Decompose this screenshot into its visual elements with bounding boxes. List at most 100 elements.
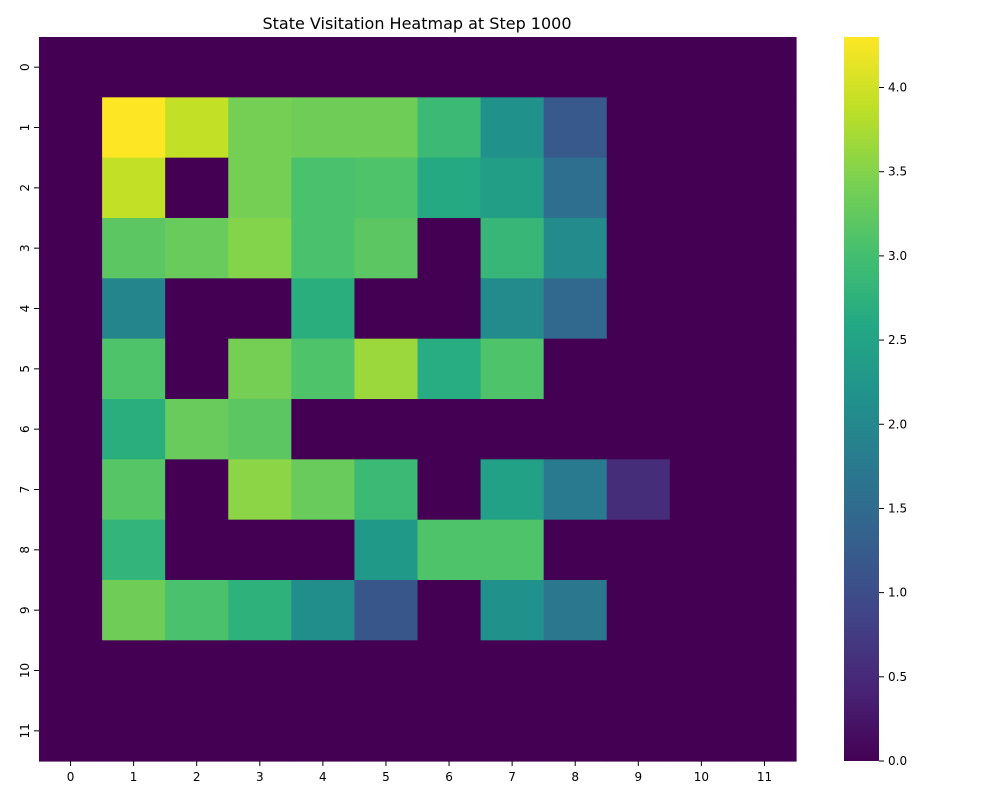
heatmap-cell-r6-c7 [480, 399, 545, 460]
heatmap-cell-r8-c9 [606, 519, 671, 581]
y-tick-label-6: 6 [18, 425, 32, 433]
heatmap-cell-r3-c10 [669, 218, 734, 279]
heatmap-cell-r8-c3 [228, 519, 292, 581]
heatmap-cell-r2-c10 [669, 157, 734, 219]
heatmap-cell-r11-c2 [165, 700, 229, 762]
colorbar-tick-label-6: 3.0 [888, 249, 907, 263]
heatmap-cell-r9-c4 [291, 580, 356, 641]
heatmap-cell-r10-c2 [165, 640, 229, 702]
heatmap-cell-r10-c4 [291, 640, 356, 702]
heatmap-cell-r8-c4 [291, 519, 356, 581]
x-tick-label-5: 5 [382, 770, 390, 784]
heatmap-cell-r11-c10 [669, 700, 734, 762]
heatmap-cell-r8-c11 [732, 519, 797, 581]
heatmap-cell-r0-c3 [228, 37, 292, 98]
heatmap-cell-r11-c11 [732, 700, 797, 762]
heatmap-cell-r6-c4 [291, 399, 356, 460]
heatmap-cell-r5-c8 [543, 338, 608, 400]
heatmap-cell-r9-c10 [669, 580, 734, 641]
heatmap-cell-r3-c1 [102, 218, 166, 279]
heatmap-cell-r1-c6 [417, 97, 482, 159]
heatmap-cell-r9-c1 [102, 580, 166, 641]
heatmap-cell-r0-c9 [606, 37, 671, 98]
heatmap-cell-r7-c11 [732, 459, 797, 521]
heatmap-cell-r11-c7 [480, 700, 545, 762]
heatmap-cell-r4-c8 [543, 278, 608, 340]
heatmap-cell-r1-c1 [102, 97, 166, 159]
heatmap-cell-r4-c4 [291, 278, 356, 340]
heatmap-cell-r6-c9 [606, 399, 671, 460]
heatmap-cell-r6-c2 [165, 399, 229, 460]
heatmap-cell-r9-c8 [543, 580, 608, 641]
heatmap-cell-r7-c0 [39, 459, 103, 521]
heatmap-cell-r5-c5 [354, 338, 419, 400]
heatmap-cell-r5-c4 [291, 338, 356, 400]
heatmap-cell-r5-c11 [732, 338, 797, 400]
heatmap-cell-r1-c2 [165, 97, 229, 159]
heatmap-cell-r11-c3 [228, 700, 292, 762]
heatmap-cell-r2-c3 [228, 157, 292, 219]
heatmap-cell-r9-c11 [732, 580, 797, 641]
heatmap-cell-r2-c1 [102, 157, 166, 219]
heatmap-cell-r5-c6 [417, 338, 482, 400]
heatmap-cell-r5-c7 [480, 338, 545, 400]
heatmap-cell-r8-c6 [417, 519, 482, 581]
heatmap-cell-r7-c10 [669, 459, 734, 521]
heatmap-cell-r7-c1 [102, 459, 166, 521]
x-tick-label-10: 10 [694, 770, 709, 784]
x-tick-label-6: 6 [445, 770, 453, 784]
heatmap-cell-r1-c5 [354, 97, 419, 159]
heatmap-cell-r5-c3 [228, 338, 292, 400]
heatmap-cell-r0-c11 [732, 37, 797, 98]
heatmap-cell-r5-c1 [102, 338, 166, 400]
heatmap-cell-r2-c5 [354, 157, 419, 219]
y-tick-label-1: 1 [18, 124, 32, 132]
y-tick-label-9: 9 [18, 606, 32, 614]
x-tick-label-3: 3 [256, 770, 264, 784]
heatmap-cell-r1-c3 [228, 97, 292, 159]
heatmap-cell-r2-c2 [165, 157, 229, 219]
colorbar-ticks: 0.0 0.5 1.0 1.5 2.0 2.5 3.0 3.5 4.0 [879, 81, 907, 768]
heatmap-cell-r10-c6 [417, 640, 482, 702]
x-tick-label-2: 2 [193, 770, 201, 784]
heatmap-cell-r1-c11 [732, 97, 797, 159]
heatmap-cell-r0-c8 [543, 37, 608, 98]
heatmap-cell-r9-c0 [39, 580, 103, 641]
heatmap-cell-r3-c9 [606, 218, 671, 279]
x-tick-label-11: 11 [757, 770, 772, 784]
heatmap-cell-r6-c5 [354, 399, 419, 460]
heatmap-cell-r3-c4 [291, 218, 356, 279]
heatmap-cell-r4-c11 [732, 278, 797, 340]
heatmap-cell-r3-c0 [39, 218, 103, 279]
colorbar-tick-label-1: 0.5 [888, 670, 907, 684]
heatmap-cell-r3-c5 [354, 218, 419, 279]
y-tick-label-10: 10 [18, 663, 32, 678]
y-tick-label-11: 11 [18, 723, 32, 738]
heatmap-cell-r8-c8 [543, 519, 608, 581]
heatmap-cell-r9-c6 [417, 580, 482, 641]
heatmap-cell-r10-c0 [39, 640, 103, 702]
heatmap-cell-r1-c10 [669, 97, 734, 159]
heatmap-cell-r0-c4 [291, 37, 356, 98]
heatmap-cell-r10-c1 [102, 640, 166, 702]
heatmap-cell-r8-c7 [480, 519, 545, 581]
heatmap-cell-r1-c8 [543, 97, 608, 159]
heatmap-cell-r5-c0 [39, 338, 103, 400]
heatmap-cell-r11-c0 [39, 700, 103, 762]
heatmap-cell-r2-c0 [39, 157, 103, 219]
y-tick-label-3: 3 [18, 244, 32, 252]
heatmap-cell-r0-c6 [417, 37, 482, 98]
x-tick-label-1: 1 [130, 770, 138, 784]
y-tick-label-7: 7 [18, 486, 32, 494]
heatmap-cell-r4-c6 [417, 278, 482, 340]
heatmap-cell-r0-c7 [480, 37, 545, 98]
heatmap-cell-r10-c7 [480, 640, 545, 702]
heatmap-cell-r6-c1 [102, 399, 166, 460]
heatmap-cell-r3-c3 [228, 218, 292, 279]
heatmap-cell-r1-c7 [480, 97, 545, 159]
heatmap-cell-r5-c10 [669, 338, 734, 400]
heatmap-cell-r4-c5 [354, 278, 419, 340]
x-tick-label-8: 8 [571, 770, 579, 784]
heatmap-cell-r10-c3 [228, 640, 292, 702]
